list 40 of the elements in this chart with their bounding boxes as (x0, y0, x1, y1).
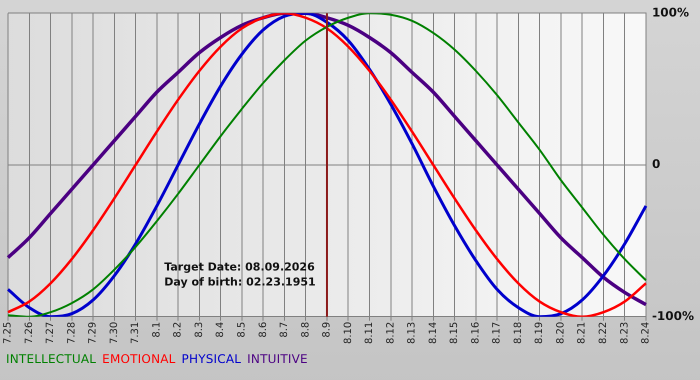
x-tick-label: 7.30 (108, 322, 120, 344)
annotation: Target Date: 08.09.2026 (164, 260, 316, 274)
x-tick-label: 8.15 (449, 322, 460, 344)
x-tick-label: 7.26 (24, 322, 35, 344)
x-tick-label: 8.22 (598, 322, 610, 344)
x-tick-label: 7.31 (130, 322, 142, 344)
x-tick-label: 8.21 (576, 322, 588, 344)
x-tick-label: 8.3 (194, 322, 205, 338)
x-tick-label: 8.8 (300, 322, 312, 338)
x-tick-label: 7.29 (88, 322, 99, 344)
y-tick-label: 0 (652, 157, 660, 172)
text: INTELLECTUAL (6, 352, 96, 366)
text: PHYSICAL (182, 352, 242, 366)
x-tick-label: 8.16 (470, 322, 482, 344)
x-tick-label: 8.12 (385, 322, 396, 344)
x-tick-label: 8.5 (236, 322, 248, 338)
x-tick-label: 8.7 (279, 322, 290, 338)
annotation: Day of birth: 02.23.1951 (164, 276, 316, 289)
x-tick-label: 8.11 (364, 322, 376, 344)
x-tick-label: 7.25 (2, 322, 14, 344)
x-tick-label: 8.20 (555, 322, 566, 344)
x-tick-label: 8.10 (342, 322, 354, 344)
x-tick-label: 8.4 (215, 322, 226, 338)
x-tick-label: 8.2 (172, 322, 184, 338)
y-tick-label: 100% (652, 5, 690, 20)
x-tick-label: 8.17 (492, 322, 503, 344)
x-tick-label: 8.19 (534, 322, 546, 344)
x-tick-label: 7.27 (45, 322, 56, 344)
x-tick-label: 8.14 (428, 322, 439, 344)
x-tick-label: 8.1 (151, 322, 162, 338)
text: EMOTIONAL (102, 352, 176, 366)
x-tick-label: 8.9 (322, 322, 333, 338)
text: INTUITIVE (247, 352, 308, 366)
x-tick-label: 8.24 (640, 322, 652, 344)
y-tick-label: -100% (652, 308, 694, 323)
x-tick-label: 8.13 (406, 322, 418, 344)
x-tick-label: 8.18 (512, 322, 524, 344)
x-tick-label: 8.23 (619, 322, 630, 344)
x-tick-label: 8.6 (258, 322, 269, 338)
x-tick-label: 7.28 (66, 322, 78, 344)
